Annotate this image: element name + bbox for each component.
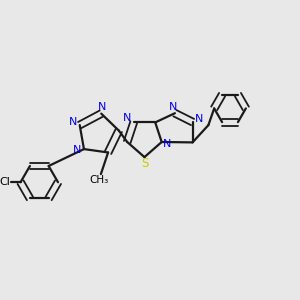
Text: N: N [73, 145, 81, 155]
Text: N: N [169, 102, 178, 112]
Text: N: N [98, 102, 106, 112]
Text: N: N [123, 113, 131, 123]
Text: CH₃: CH₃ [90, 176, 109, 185]
Text: S: S [141, 157, 148, 170]
Text: Cl: Cl [0, 177, 11, 187]
Text: N: N [195, 114, 203, 124]
Text: N: N [163, 139, 172, 149]
Text: N: N [69, 117, 78, 127]
